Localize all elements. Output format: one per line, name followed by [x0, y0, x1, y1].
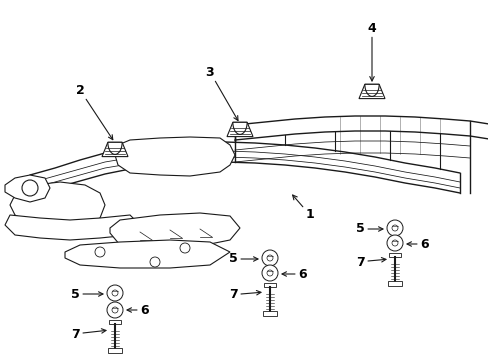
Circle shape [107, 285, 123, 301]
Text: 7: 7 [356, 256, 364, 269]
Circle shape [266, 270, 272, 276]
Circle shape [262, 250, 278, 266]
Text: 4: 4 [367, 22, 376, 81]
Circle shape [391, 225, 397, 231]
Polygon shape [5, 215, 140, 240]
Circle shape [262, 265, 278, 281]
Polygon shape [108, 142, 122, 154]
Polygon shape [115, 137, 235, 176]
Text: 6: 6 [419, 238, 428, 251]
Circle shape [107, 302, 123, 318]
Text: 1: 1 [292, 195, 314, 221]
Text: 7: 7 [71, 328, 80, 342]
Text: 3: 3 [205, 66, 238, 121]
Polygon shape [10, 182, 105, 228]
Polygon shape [226, 122, 252, 136]
Polygon shape [108, 348, 122, 353]
Polygon shape [358, 84, 384, 99]
Text: 5: 5 [71, 288, 80, 301]
Text: 6: 6 [140, 303, 148, 316]
Circle shape [266, 255, 272, 261]
Polygon shape [232, 122, 246, 134]
Polygon shape [65, 240, 229, 268]
Polygon shape [110, 213, 240, 248]
Polygon shape [387, 281, 401, 286]
Polygon shape [364, 84, 378, 96]
Polygon shape [5, 175, 50, 202]
Circle shape [180, 243, 190, 253]
Circle shape [391, 240, 397, 246]
Polygon shape [102, 142, 128, 157]
Circle shape [386, 235, 402, 251]
Text: 2: 2 [76, 84, 113, 140]
Text: 5: 5 [229, 252, 238, 266]
Polygon shape [264, 283, 275, 287]
Circle shape [112, 290, 118, 296]
Circle shape [112, 307, 118, 313]
Polygon shape [263, 311, 276, 316]
Circle shape [95, 247, 105, 257]
Circle shape [150, 257, 160, 267]
Text: 7: 7 [229, 288, 238, 302]
Circle shape [386, 220, 402, 236]
Polygon shape [388, 253, 400, 257]
Text: 5: 5 [356, 222, 364, 235]
Polygon shape [109, 320, 121, 324]
Text: 6: 6 [297, 267, 306, 280]
Circle shape [22, 180, 38, 196]
